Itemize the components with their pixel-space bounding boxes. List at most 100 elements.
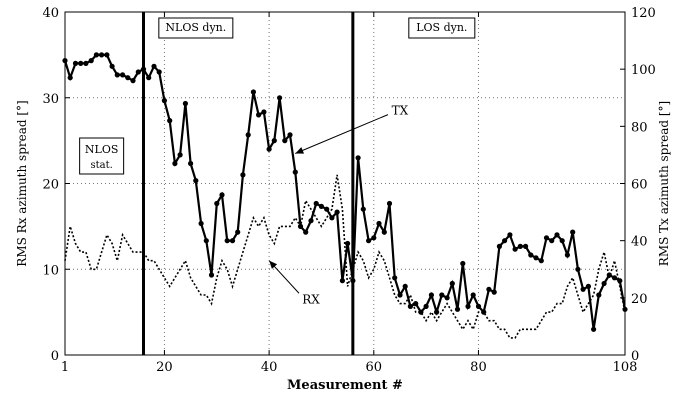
tx-point (428, 292, 434, 298)
region-label-box-nlos-dyn (158, 17, 234, 39)
tx-point (130, 78, 136, 84)
x-tick-label: 108 (613, 360, 638, 375)
tx-point (413, 301, 419, 307)
tx-point (177, 152, 183, 158)
right-y-tick-label: 0 (631, 349, 639, 364)
rx-annotation-label: RX (302, 292, 320, 306)
tx-point (93, 52, 99, 58)
region-label-box-nlos-stat (79, 137, 125, 175)
tx-point (167, 118, 173, 124)
left-y-tick-label: 30 (42, 92, 59, 107)
tx-point (208, 272, 215, 278)
tx-point (449, 280, 455, 287)
right-y-tick-label: 40 (631, 235, 648, 250)
tx-point (575, 266, 581, 272)
tx-point (507, 232, 513, 238)
tx-point (543, 235, 550, 241)
tx-point (386, 200, 393, 207)
tx-point (392, 275, 398, 281)
tx-point (324, 206, 330, 212)
right-y-tick-label: 100 (631, 63, 656, 78)
tx-point (151, 63, 157, 69)
tx-point (219, 192, 225, 198)
tx-point (161, 98, 167, 104)
tx-point (585, 283, 592, 289)
tx-point (240, 172, 246, 178)
tx-point (554, 232, 560, 238)
x-tick-label: 40 (261, 360, 278, 375)
tx-point (350, 278, 356, 284)
tx-point (67, 75, 73, 81)
region-label-box-los-dyn (408, 17, 476, 39)
tx-point (104, 52, 110, 58)
tx-point (454, 306, 461, 312)
tx-point (423, 303, 429, 309)
tx-point (434, 309, 440, 315)
annotations: TX RX (268, 104, 409, 306)
tx-point (601, 280, 607, 287)
tx-point (287, 132, 293, 138)
region-label-nlos-dyn: NLOS dyn. (165, 21, 226, 34)
region-label-nlos-stat-line2: stat. (90, 160, 112, 171)
tx-point (292, 169, 298, 175)
tx-point (282, 138, 288, 144)
region-label-nlos-stat-line1: NLOS (85, 143, 118, 156)
right-y-axis-label: RMS Tx azimuth spread [°] (657, 101, 671, 266)
tx-point (559, 238, 565, 244)
left-y-tick-label: 40 (42, 6, 59, 21)
x-axis-label: Measurement # (287, 378, 403, 393)
tx-point (266, 146, 272, 152)
x-tick-label: 1 (61, 360, 69, 375)
tx-point (512, 246, 518, 252)
tx-point (334, 209, 340, 215)
tx-point (203, 238, 209, 244)
tx-point (444, 295, 450, 301)
tx-point (570, 229, 576, 235)
tx-point (496, 243, 502, 249)
tx-point (224, 238, 230, 244)
tx-point (528, 252, 534, 258)
tx-point (188, 160, 194, 167)
tx-point (120, 72, 126, 78)
tx-point (439, 292, 445, 298)
tx-point (366, 238, 372, 244)
tx-point (182, 100, 188, 107)
left-y-axis-label: RMS Rx azimuth spread [°] (15, 100, 29, 266)
tx-point (580, 286, 586, 292)
tx-point (193, 178, 199, 184)
tx-point (491, 289, 497, 295)
tx-point (140, 66, 147, 72)
tx-point (235, 229, 241, 235)
x-tick-label: 60 (366, 360, 383, 375)
tx-point (277, 95, 283, 101)
tx-point (611, 275, 618, 281)
tx-point (318, 203, 324, 209)
tx-point (402, 283, 408, 289)
axis-ticks (64, 11, 626, 356)
tx-point (517, 243, 523, 249)
right-y-tick-label: 80 (631, 120, 648, 135)
tx-point (245, 132, 251, 138)
tx-point (256, 112, 262, 118)
tx-point (407, 303, 413, 309)
tx-point (271, 138, 277, 144)
rx-series-line (64, 174, 626, 339)
tx-point (72, 60, 79, 66)
tx-point (502, 238, 508, 244)
tx-point (460, 260, 466, 267)
right-y-tick-label: 20 (631, 292, 648, 307)
tx-annotation-arrowhead (295, 147, 305, 154)
tx-point (114, 72, 120, 78)
tx-point (470, 292, 476, 298)
tx-point (475, 303, 482, 309)
region-label-los-dyn: LOS dyn. (416, 21, 467, 34)
tx-point (486, 286, 492, 292)
tx-point (533, 255, 539, 261)
tx-point (229, 238, 236, 244)
series-group (62, 52, 628, 339)
tx-point (303, 229, 309, 235)
tx-point (371, 235, 377, 241)
tx-point (172, 160, 178, 167)
